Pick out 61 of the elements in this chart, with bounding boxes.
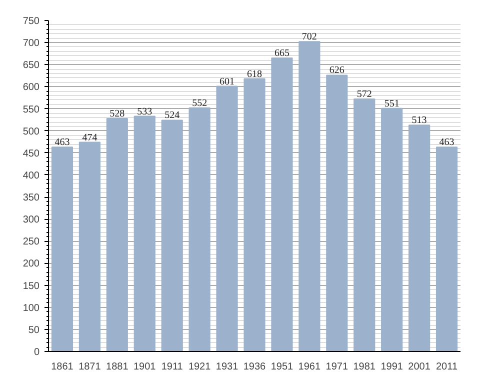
data-label: 463 — [439, 137, 454, 148]
y-tick-label: 0 — [34, 347, 40, 358]
y-tick-label: 350 — [22, 192, 40, 204]
data-label: 552 — [192, 98, 208, 109]
data-label: 626 — [329, 65, 344, 76]
y-tick-label: 50 — [28, 324, 40, 336]
bar — [354, 98, 376, 352]
data-label: 524 — [164, 110, 180, 122]
y-tick-label: 450 — [22, 148, 40, 160]
bar — [161, 120, 183, 352]
data-label: 513 — [412, 115, 427, 126]
y-tick-label: 750 — [22, 16, 40, 27]
y-tick-label: 300 — [22, 214, 40, 226]
bar — [106, 118, 128, 352]
bar — [436, 146, 458, 352]
bar — [271, 58, 293, 352]
bar — [298, 41, 320, 352]
y-tick-label: 700 — [22, 38, 40, 50]
x-tick-label: 1971 — [326, 362, 348, 372]
data-label: 601 — [220, 76, 235, 88]
x-tick-label: 1871 — [78, 362, 102, 372]
data-label: 551 — [384, 98, 400, 110]
y-tick-label: 650 — [22, 60, 40, 72]
bar — [51, 146, 74, 352]
x-tick-label: 1901 — [134, 362, 156, 372]
y-tick-label: 400 — [22, 170, 40, 182]
bar — [78, 142, 100, 352]
data-label: 665 — [274, 48, 290, 60]
x-tick-label: 1911 — [161, 362, 184, 372]
y-tick-label: 150 — [22, 280, 40, 292]
x-tick-label: 2001 — [408, 362, 431, 372]
x-tick-label: 1921 — [188, 362, 212, 372]
x-tick-label: 1936 — [243, 362, 266, 372]
bar — [216, 86, 238, 352]
x-tick-label: 1991 — [380, 362, 404, 372]
bar — [244, 78, 266, 352]
x-tick-label: 1951 — [270, 362, 294, 372]
bar — [381, 108, 403, 352]
x-tick-label: 1881 — [106, 362, 129, 372]
x-tick-label: 2011 — [436, 362, 458, 372]
y-tick-label: 100 — [22, 302, 40, 314]
bar — [408, 124, 430, 352]
data-label: 528 — [110, 108, 125, 120]
data-label: 618 — [247, 68, 262, 80]
data-label: 474 — [82, 132, 98, 144]
bar — [134, 116, 156, 352]
x-tick-label: 1981 — [353, 362, 376, 372]
data-label: 463 — [54, 137, 70, 148]
data-label: 702 — [302, 32, 317, 43]
x-tick-label: 1931 — [216, 362, 239, 372]
bar — [188, 107, 210, 352]
y-tick-label: 200 — [22, 258, 40, 270]
data-label: 572 — [356, 89, 372, 100]
bar — [326, 74, 348, 352]
y-tick-label: 250 — [22, 236, 40, 248]
y-tick-label: 550 — [22, 104, 40, 116]
y-tick-label: 600 — [22, 82, 40, 94]
x-tick-label: 1961 — [298, 362, 321, 372]
x-tick-label: 1861 — [51, 362, 74, 372]
data-label: 533 — [137, 106, 152, 118]
y-tick-label: 500 — [22, 126, 40, 138]
